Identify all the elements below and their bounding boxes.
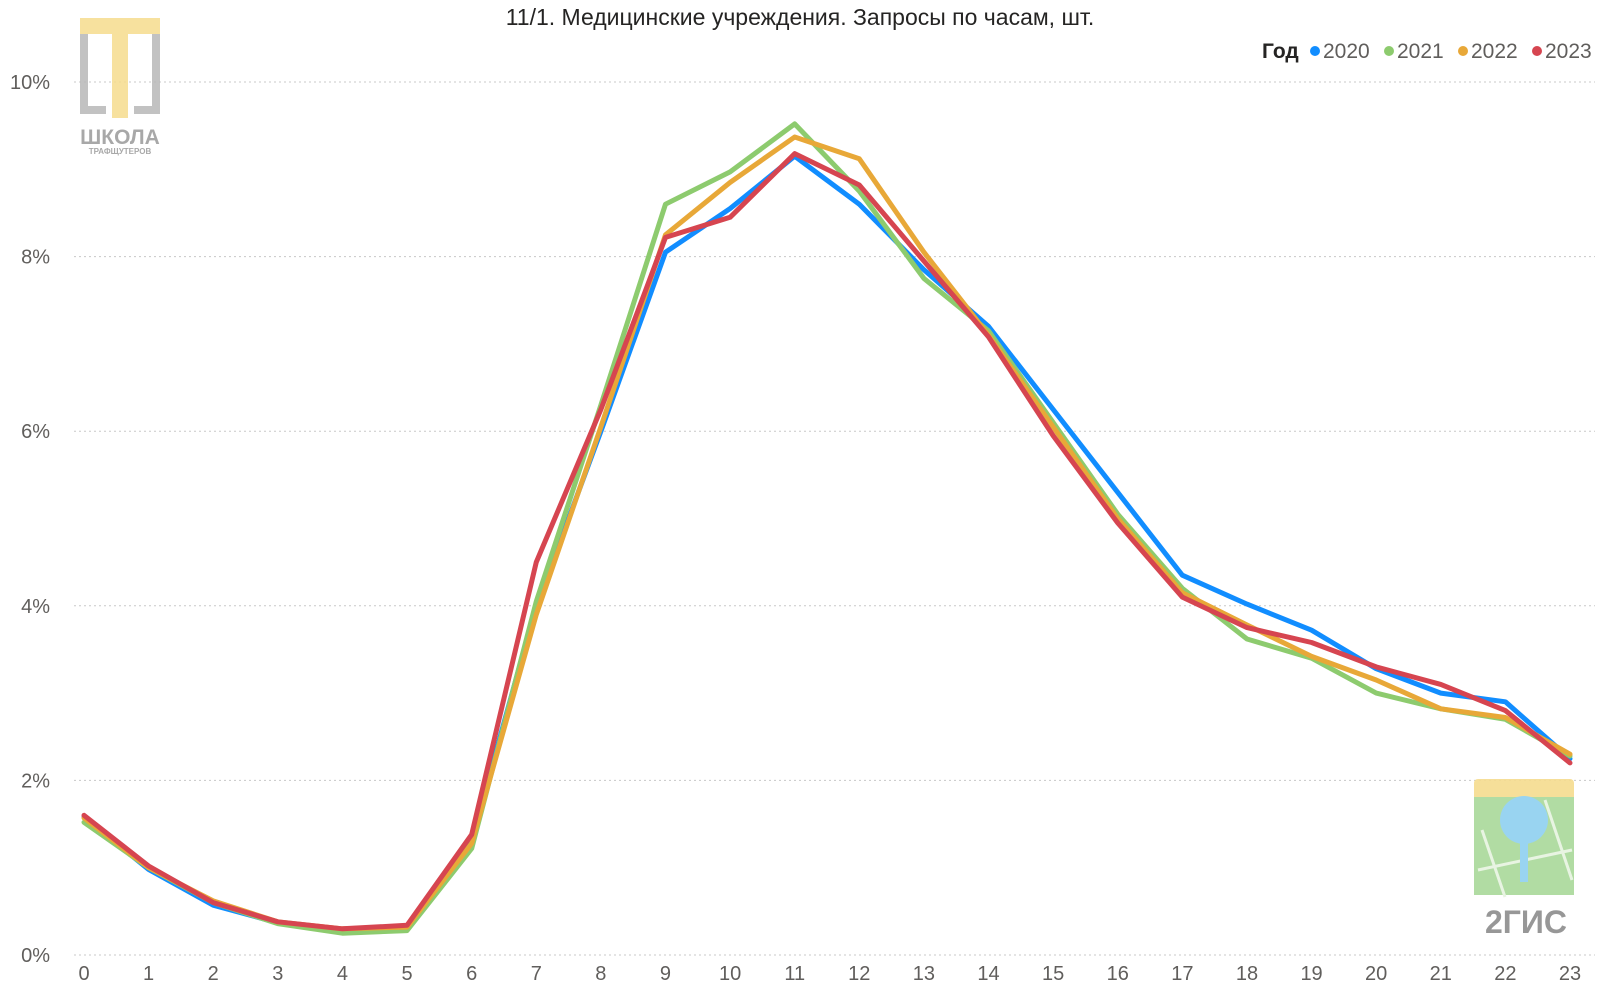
legend-marker-2020	[1310, 46, 1320, 56]
x-tick-label: 2	[208, 963, 219, 985]
x-tick-label: 21	[1430, 963, 1452, 985]
2gis-logo: 2ГИС	[1474, 779, 1574, 940]
x-tick-label: 5	[401, 963, 412, 985]
legend-item-2020[interactable]: 2020	[1323, 40, 1370, 63]
x-tick-label: 11	[784, 963, 805, 985]
series-line-2023[interactable]	[81, 151, 1573, 932]
y-tick-label: 10%	[10, 72, 50, 94]
legend-marker-2023	[1532, 46, 1542, 56]
school-logo-name: ШКОЛА	[80, 126, 160, 149]
school-logo-subtitle: ТРАФЩУТЕРОВ	[89, 147, 152, 156]
x-tick-label: 8	[595, 963, 606, 985]
legend-marker-2022	[1458, 46, 1468, 56]
2gis-logo-text: 2ГИС	[1485, 904, 1567, 940]
x-tick-label: 0	[78, 963, 89, 985]
x-tick-label: 4	[337, 963, 348, 985]
series-lines	[81, 121, 1573, 936]
legend-item-2023[interactable]: 2023	[1545, 40, 1592, 63]
x-tick-label: 9	[660, 963, 671, 985]
school-logo: ШКОЛА ТРАФЩУТЕРОВ	[80, 18, 160, 156]
y-tick-label: 6%	[21, 421, 50, 443]
x-axis-ticks: 0 1 2 3 4 5 6 7 8 9 10 11 12 13 14 15 16 17 18 19 20 21 22 23	[78, 963, 1581, 985]
x-tick-label: 20	[1365, 963, 1387, 985]
x-tick-label: 23	[1559, 963, 1581, 985]
x-tick-label: 13	[913, 963, 935, 985]
x-tick-label: 17	[1171, 963, 1193, 985]
x-tick-label: 3	[272, 963, 283, 985]
series-line-2022[interactable]	[81, 134, 1573, 932]
x-tick-label: 10	[719, 963, 741, 985]
y-tick-label: 2%	[21, 770, 50, 792]
grid-lines	[74, 81, 1595, 956]
legend-item-2021[interactable]: 2021	[1397, 40, 1444, 63]
legend-item-2022[interactable]: 2022	[1471, 40, 1518, 63]
x-tick-label: 6	[466, 963, 477, 985]
x-tick-label: 15	[1042, 963, 1064, 985]
y-tick-label: 8%	[21, 247, 50, 269]
chart-title: 11/1. Медицинские учреждения. Запросы по…	[506, 4, 1095, 30]
series-line-2021[interactable]	[81, 121, 1573, 936]
x-tick-label: 14	[977, 963, 999, 985]
x-tick-label: 22	[1494, 963, 1516, 985]
x-tick-label: 7	[531, 963, 542, 985]
series-line-2020[interactable]	[81, 153, 1573, 933]
x-tick-label: 18	[1236, 963, 1258, 985]
y-tick-label: 4%	[21, 596, 50, 618]
x-tick-label: 19	[1300, 963, 1322, 985]
x-tick-label: 1	[143, 963, 154, 985]
y-tick-label: 0%	[21, 945, 50, 967]
y-axis-ticks: 0% 2% 4% 6% 8% 10%	[10, 72, 50, 967]
legend[interactable]: Год 2020 2021 2022 2023	[1262, 40, 1592, 63]
x-tick-label: 16	[1107, 963, 1129, 985]
legend-title: Год	[1262, 40, 1299, 63]
legend-marker-2021	[1384, 46, 1394, 56]
x-tick-label: 12	[848, 963, 870, 985]
